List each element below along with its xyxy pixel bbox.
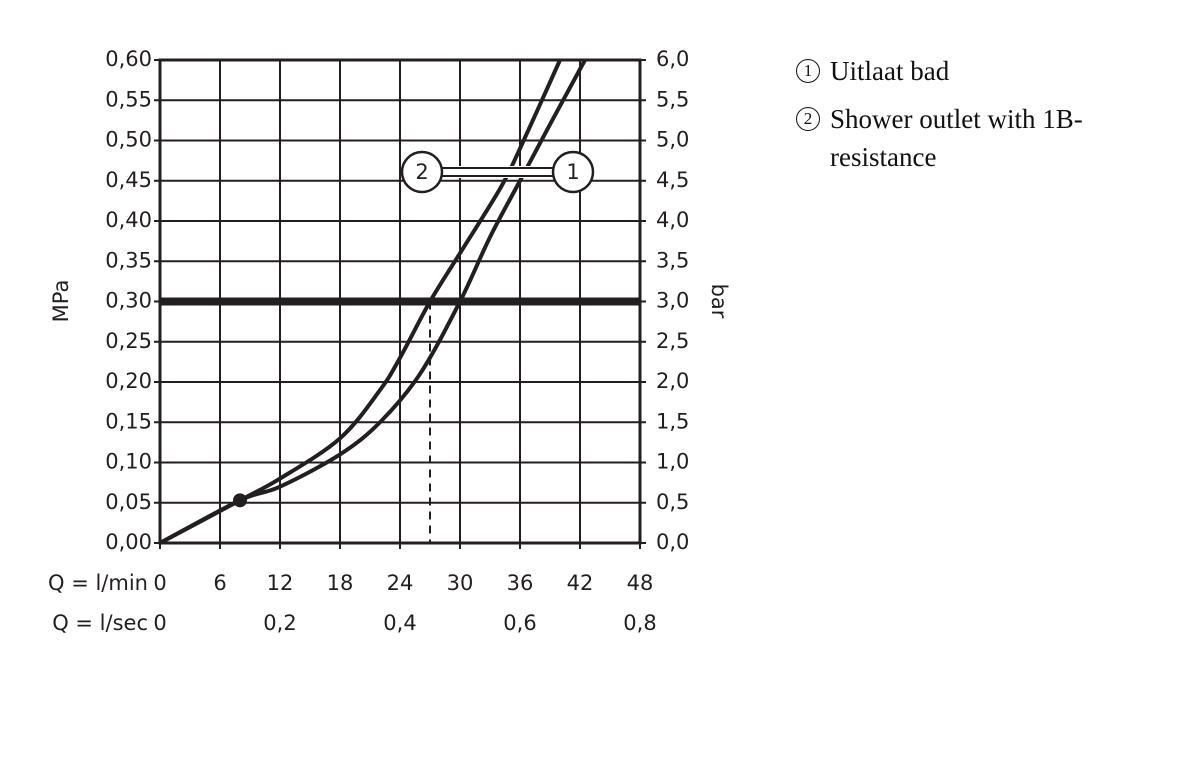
y2-tick-label: 2,0 (656, 369, 689, 393)
y-tick-label: 0,55 (105, 87, 152, 111)
x2-tick-label: 0,4 (383, 611, 416, 635)
y-tick-label: 0,20 (105, 369, 152, 393)
y-tick-label: 0,45 (105, 168, 152, 192)
callout-circle (400, 150, 444, 194)
x2-tick-label: 0 (153, 611, 166, 635)
callout-circle (551, 150, 595, 194)
y-tick-label: 0,10 (105, 450, 152, 474)
x-tick-label: 6 (213, 571, 226, 595)
y2-tick-label: 1,0 (656, 450, 689, 474)
x-tick-label: 18 (327, 571, 354, 595)
y2-tick-label: 3,5 (656, 248, 689, 272)
y2-tick-label: 5,5 (656, 87, 689, 111)
legend-text: Shower outlet with 1B-resistance (830, 104, 1083, 172)
plot-frame (158, 58, 642, 545)
legend-item: 1 Uitlaat bad (796, 52, 1126, 90)
y-tick-label: 0,25 (105, 329, 152, 353)
x-tick-label: 36 (507, 571, 534, 595)
y-tick-label: 0,50 (105, 128, 152, 152)
x-axis-label: Q = l/min (48, 571, 148, 595)
y2-tick-label: 2,5 (656, 329, 689, 353)
x-tick-label: 42 (567, 571, 594, 595)
y2-tick-label: 4,5 (656, 168, 689, 192)
y-tick-label: 0,40 (105, 208, 152, 232)
y-tick-label: 0,35 (105, 248, 152, 272)
y2-tick-label: 0,5 (656, 490, 689, 514)
x2-tick-label: 0,2 (263, 611, 296, 635)
legend-item: 2 Shower outlet with 1B-resistance (796, 100, 1126, 176)
y2-tick-label: 3,0 (656, 289, 689, 313)
x-tick-label: 30 (447, 571, 474, 595)
legend-text: Uitlaat bad (830, 56, 950, 86)
y-axis-label: MPa (49, 280, 73, 323)
y-tick-label: 0,60 (105, 47, 152, 71)
callout-label: 1 (566, 160, 579, 184)
y2-axis-label: bar (707, 284, 731, 319)
y-tick-label: 0,00 (105, 530, 152, 554)
x-tick-label: 48 (627, 571, 654, 595)
legend-marker: 2 (796, 107, 820, 131)
x-tick-label: 0 (153, 571, 166, 595)
y-tick-label: 0,15 (105, 409, 152, 433)
y2-tick-label: 5,0 (656, 128, 689, 152)
legend-marker: 1 (796, 59, 820, 83)
x-tick-label: 12 (267, 571, 294, 595)
x2-tick-label: 0,6 (503, 611, 536, 635)
y2-tick-label: 4,0 (656, 208, 689, 232)
y-tick-label: 0,05 (105, 490, 152, 514)
operating-point (233, 493, 247, 508)
y2-tick-label: 1,5 (656, 409, 689, 433)
x2-tick-label: 0,8 (623, 611, 656, 635)
y-tick-label: 0,30 (105, 289, 152, 313)
callout-label: 2 (415, 160, 428, 184)
y2-tick-label: 6,0 (656, 47, 689, 71)
x2-axis-label: Q = l/sec (52, 611, 148, 635)
x-tick-label: 24 (387, 571, 414, 595)
y2-tick-label: 0,0 (656, 530, 689, 554)
series-line (159, 59, 587, 545)
